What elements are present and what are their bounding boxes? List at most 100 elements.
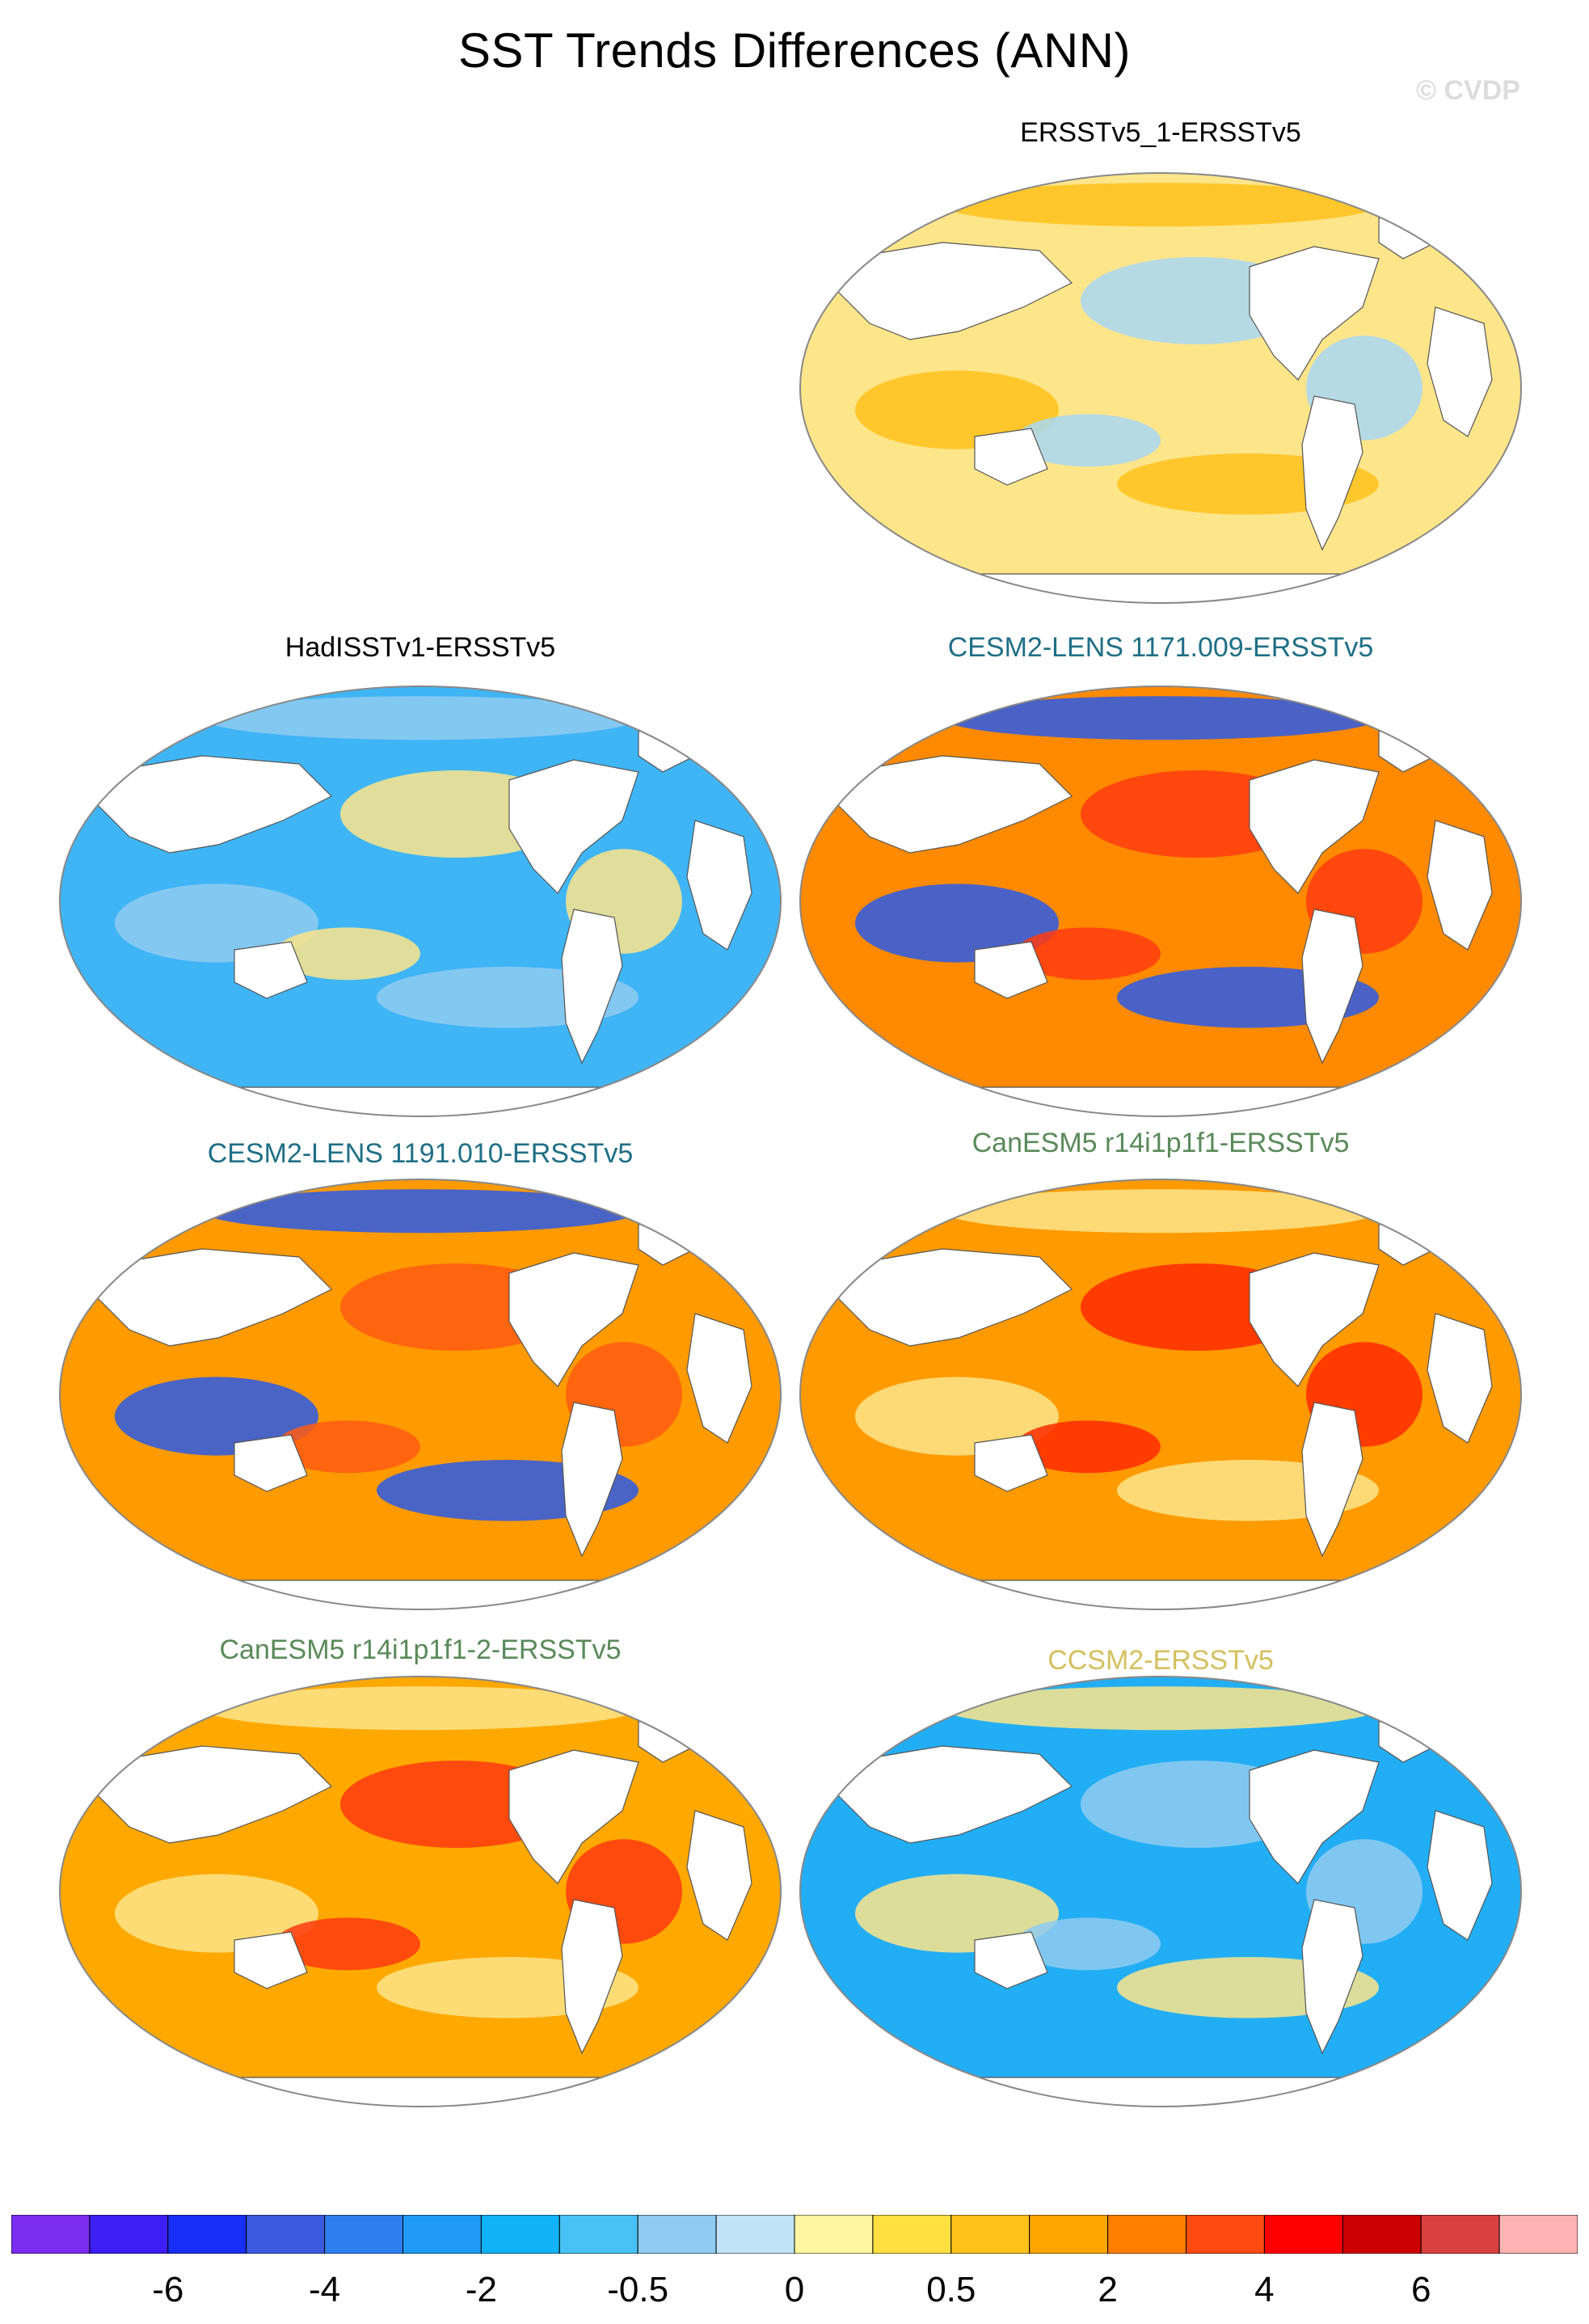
colorbar-swatch	[794, 2215, 874, 2254]
land-mass	[974, 428, 1048, 486]
panel-title-canesm5-2: CanESM5 r14i1p1f1-2-ERSSTv5	[219, 1634, 622, 1665]
panel-title-cesm2-1171: CESM2-LENS 1171.009-ERSSTv5	[947, 632, 1374, 663]
colorbar-swatch	[246, 2215, 326, 2254]
map-border	[799, 685, 1522, 1117]
land-mass	[234, 941, 308, 999]
map-canesm5-1	[799, 1179, 1522, 1610]
anomaly-patch	[855, 884, 1059, 963]
land-mass	[1301, 395, 1364, 551]
colorbar-swatch	[1107, 2215, 1186, 2254]
land-mass	[837, 242, 1073, 340]
colorbar-swatch	[1498, 2215, 1578, 2254]
land-mass	[508, 759, 639, 894]
colorbar-swatch	[558, 2215, 639, 2254]
land-mass	[974, 1931, 1048, 1989]
colorbar-swatch	[637, 2215, 717, 2254]
land-mass	[1427, 820, 1493, 951]
colorbar-swatch	[324, 2215, 404, 2254]
colorbar-swatch	[1420, 2215, 1500, 2254]
map-cesm2-1191	[59, 1179, 782, 1610]
map-border	[59, 1179, 782, 1610]
colorbar-tick-label: 6	[1410, 2270, 1431, 2309]
colorbar-tick-label: -6	[152, 2270, 184, 2309]
map-border	[799, 172, 1522, 604]
anomaly-patch	[942, 1189, 1379, 1234]
colorbar-swatch	[480, 2215, 560, 2254]
land-mass	[837, 1745, 1073, 1844]
anomaly-patch	[275, 927, 420, 981]
colorbar-swatch	[89, 2215, 169, 2254]
anomaly-patch	[942, 696, 1379, 740]
panel-title-ccsm2: CCSM2-ERSSTv5	[1047, 1645, 1274, 1676]
map-border	[799, 1179, 1522, 1610]
land-mass	[508, 1749, 639, 1884]
anomaly-patch	[202, 1686, 639, 1731]
panel-title-cesm2-1191: CESM2-LENS 1191.010-ERSSTv5	[207, 1138, 634, 1169]
anomaly-patch	[115, 1874, 318, 1953]
colorbar-tick-label: 0	[784, 2270, 805, 2309]
colorbar-swatch	[1186, 2215, 1265, 2254]
land-mass	[234, 1931, 308, 1989]
colorbar-swatch	[403, 2215, 482, 2254]
land-mass	[845, 1086, 1477, 1116]
figure-title: SST Trends Differences (ANN)	[457, 23, 1132, 78]
anomaly-patch	[1015, 1420, 1161, 1474]
anomaly-patch	[942, 183, 1379, 227]
land-mass	[1249, 759, 1380, 894]
colorbar-tick-label: 4	[1254, 2270, 1275, 2309]
colorbar-tick-label: -2	[465, 2270, 497, 2309]
land-mass	[686, 1810, 752, 1941]
land-mass	[1301, 909, 1364, 1065]
map-hadisst	[59, 685, 782, 1117]
land-mass	[96, 1745, 333, 1844]
land-mass	[1249, 1252, 1380, 1387]
land-mass	[1301, 1899, 1364, 2055]
colorbar-swatch	[872, 2215, 952, 2254]
colorbar-swatch	[715, 2215, 795, 2254]
land-mass	[1249, 1749, 1380, 1884]
colorbar-swatch	[1263, 2215, 1343, 2254]
land-mass	[1427, 306, 1493, 437]
anomaly-patch	[1015, 1917, 1161, 1971]
land-mass	[1301, 1402, 1364, 1558]
map-border	[799, 1676, 1522, 2107]
land-mass	[508, 1252, 639, 1387]
colorbar-swatch	[1342, 2215, 1422, 2254]
anomaly-patch	[115, 1377, 318, 1456]
land-mass	[96, 1248, 333, 1347]
land-mass	[974, 1434, 1048, 1492]
colorbar-labels: -6 -4 -2 -0.5 0 0.5 2 4 6	[0, 2270, 1589, 2318]
anomaly-patch	[1015, 414, 1161, 467]
colorbar-swatch	[167, 2215, 247, 2254]
colorbar-tick-label: -4	[309, 2270, 341, 2309]
anomaly-patch	[275, 1420, 420, 1474]
land-mass	[561, 1402, 623, 1558]
land-mass	[1427, 1313, 1493, 1444]
land-mass	[104, 2077, 736, 2107]
land-mass	[686, 1313, 752, 1444]
land-mass	[845, 2077, 1477, 2107]
land-mass	[234, 1434, 308, 1492]
colorbar	[11, 2215, 1578, 2254]
land-mass	[1249, 246, 1380, 381]
land-mass	[837, 755, 1073, 854]
map-border	[59, 685, 782, 1117]
land-mass	[104, 1580, 736, 1609]
land-mass	[1427, 1810, 1493, 1941]
colorbar-swatch	[1029, 2215, 1109, 2254]
anomaly-patch	[855, 370, 1059, 449]
panel-title-hadisst: HadISSTv1-ERSSTv5	[285, 632, 556, 663]
anomaly-patch	[202, 1189, 639, 1234]
colorbar-tick-label: -0.5	[607, 2270, 669, 2309]
land-mass	[561, 909, 623, 1065]
anomaly-patch	[942, 1686, 1379, 1731]
map-cesm2-1171	[799, 685, 1522, 1117]
anomaly-patch	[202, 696, 639, 740]
colorbar-swatch	[11, 2215, 91, 2254]
land-mass	[104, 1086, 736, 1116]
land-mass	[837, 1248, 1073, 1347]
colorbar-swatch	[950, 2215, 1031, 2254]
anomaly-patch	[1015, 927, 1161, 981]
land-mass	[96, 755, 333, 854]
map-ccsm2	[799, 1676, 1522, 2107]
